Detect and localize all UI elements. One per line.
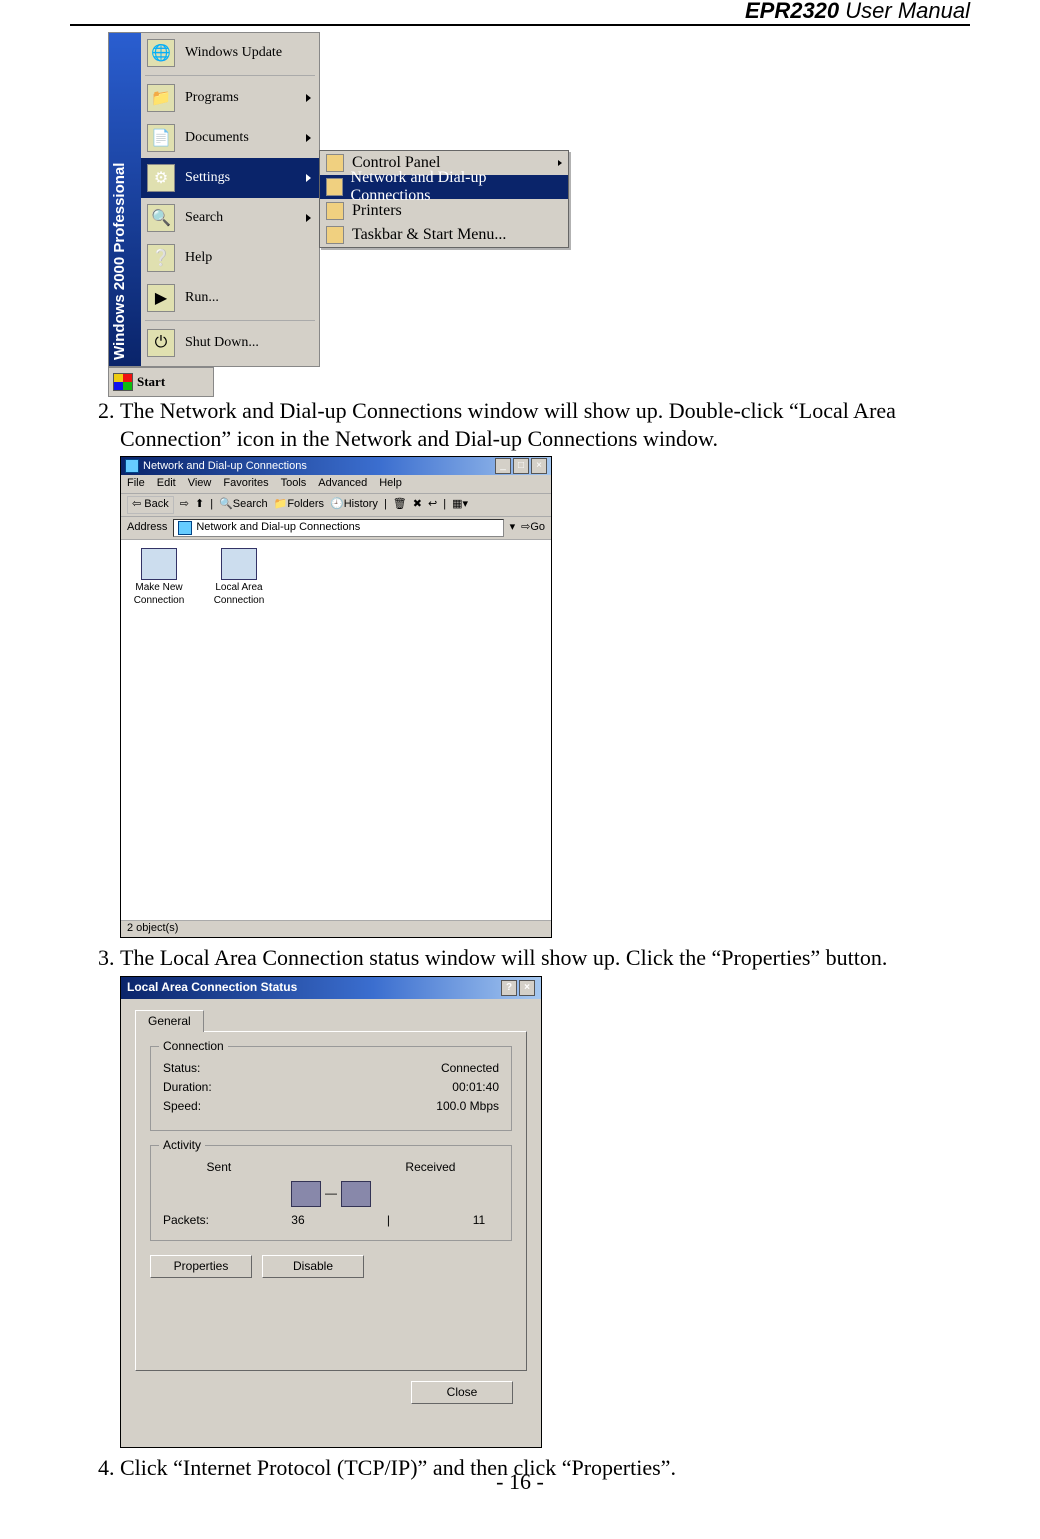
settings-icon: ⚙ [147,164,175,192]
menu-help[interactable]: Help [379,477,402,491]
address-label: Address [127,521,167,535]
speed-label: Speed: [163,1099,201,1114]
close-button[interactable]: × [531,458,547,474]
menu-favorites[interactable]: Favorites [223,477,268,491]
menubar: File Edit View Favorites Tools Advanced … [121,475,551,494]
duration-value: 00:01:40 [452,1080,499,1095]
settings-submenu: Control Panel Network and Dial-up Connec… [319,150,569,248]
screenshot-network-connections: Network and Dial-up Connections _ □ × Fi… [120,456,552,938]
folder-icon [178,521,192,535]
page-number: - 16 - [0,1469,1040,1495]
group-activity: Activity Sent Received — [150,1145,512,1241]
chevron-right-icon [306,134,311,142]
tool-icon[interactable]: ↩ [428,498,437,512]
start-menu-banner: Windows 2000 Professional [109,33,141,366]
programs-icon: 📁 [147,84,175,112]
start-item-search[interactable]: 🔍 Search [141,198,319,238]
status-value: Connected [441,1061,499,1076]
folders-button[interactable]: 📁Folders [274,498,324,512]
menu-tools[interactable]: Tools [281,477,307,491]
duration-label: Duration: [163,1080,212,1095]
group-connection: Connection Status:Connected Duration:00:… [150,1046,512,1131]
tool-icon[interactable]: 🗑 [393,498,407,512]
documents-icon: 📄 [147,124,175,152]
screenshot-start-menu: Windows 2000 Professional 🌐 Windows Upda… [108,32,558,397]
network-icon [326,178,343,196]
globe-icon: 🌐 [147,39,175,67]
taskbar-icon [326,226,344,244]
header-title: EPR2320 User Manual [745,0,970,24]
speed-value: 100.0 Mbps [436,1099,499,1114]
packets-sent: 36 [278,1213,318,1228]
views-button[interactable]: ▦▾ [452,498,468,512]
windows-icon [113,373,133,391]
submenu-taskbar[interactable]: Taskbar & Start Menu... [320,223,568,247]
step-2: The Network and Dial-up Connections wind… [120,397,970,938]
address-dropdown[interactable]: ▾ [510,521,516,535]
start-item-settings[interactable]: ⚙ Settings [141,158,319,198]
header-rule [70,24,970,26]
close-button[interactable]: × [519,980,535,996]
toolbar: ⇦ Back ⇨ ⬆ | 🔍Search 📁Folders 🕘History |… [121,494,551,517]
start-button[interactable]: Start [108,367,214,397]
header-suffix: User Manual [839,0,970,23]
lan-icon [221,548,257,580]
control-panel-icon [326,154,344,172]
printer-icon [326,202,344,220]
start-item-help[interactable]: ❔ Help [141,238,319,278]
tab-general[interactable]: General [135,1010,204,1032]
up-button[interactable]: ⬆ [195,498,204,512]
packets-received: 11 [459,1213,499,1228]
tool-icon[interactable]: ✖ [413,498,422,512]
submenu-network-dialup[interactable]: Network and Dial-up Connections [320,175,568,199]
menu-view[interactable]: View [188,477,212,491]
run-icon: ▶ [147,284,175,312]
icon-local-area-connection[interactable]: Local Area Connection [209,548,269,607]
shutdown-icon: ⏻ [147,329,175,357]
menu-file[interactable]: File [127,477,145,491]
status-label: Status: [163,1061,200,1076]
header-model: EPR2320 [745,0,839,23]
start-item-run[interactable]: ▶ Run... [141,278,319,318]
wizard-icon [141,548,177,580]
help-button[interactable]: ? [501,980,517,996]
dialog-title: Local Area Connection Status [127,980,297,995]
history-button[interactable]: 🕘History [330,498,378,512]
screenshot-lac-status: Local Area Connection Status ? × General… [120,976,542,1448]
app-icon [125,459,139,473]
window-titlebar: Network and Dial-up Connections _ □ × [121,457,551,475]
start-item-programs[interactable]: 📁 Programs [141,78,319,118]
minimize-button[interactable]: _ [495,458,511,474]
forward-button[interactable]: ⇨ [180,498,189,512]
properties-button[interactable]: Properties [150,1255,252,1278]
packets-label: Packets: [163,1213,209,1228]
search-icon: 🔍 [147,204,175,232]
close-dialog-button[interactable]: Close [411,1381,513,1404]
menu-edit[interactable]: Edit [157,477,176,491]
statusbar: 2 object(s) [121,920,551,937]
computer-icon [291,1181,321,1207]
sent-label: Sent [207,1160,232,1175]
back-button[interactable]: ⇦ Back [127,496,174,514]
submenu-printers[interactable]: Printers [320,199,568,223]
start-item-shutdown[interactable]: ⏻ Shut Down... [141,323,319,363]
icon-make-new-connection[interactable]: Make New Connection [129,548,189,607]
computer-icon [341,1181,371,1207]
menu-advanced[interactable]: Advanced [318,477,367,491]
go-button[interactable]: ⇨Go [521,521,545,535]
step-3: The Local Area Connection status window … [120,944,970,1448]
start-item-documents[interactable]: 📄 Documents [141,118,319,158]
maximize-button[interactable]: □ [513,458,529,474]
chevron-right-icon [306,94,311,102]
start-item-windows-update[interactable]: 🌐 Windows Update [141,33,319,73]
disable-button[interactable]: Disable [262,1255,364,1278]
address-field[interactable]: Network and Dial-up Connections [173,519,503,537]
chevron-right-icon [306,214,311,222]
search-button[interactable]: 🔍Search [219,498,268,512]
received-label: Received [405,1160,455,1175]
chevron-right-icon [306,174,311,182]
help-icon: ❔ [147,244,175,272]
chevron-right-icon [558,160,562,166]
